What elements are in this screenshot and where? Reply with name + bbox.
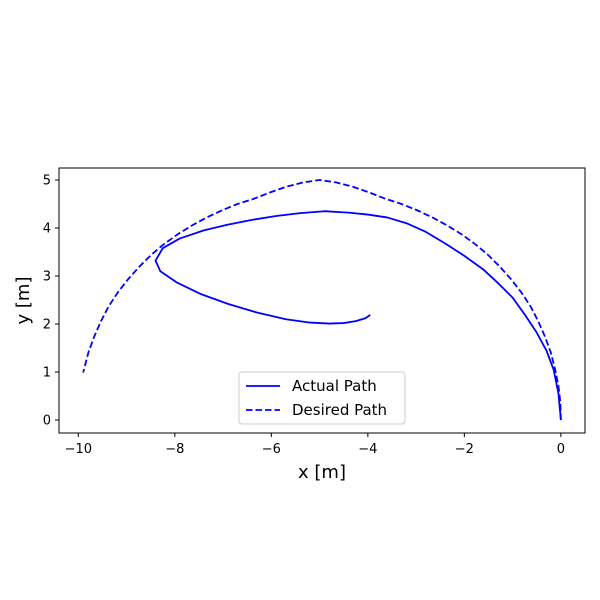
y-axis-label: y [m] [13, 277, 34, 325]
legend-label-actual: Actual Path [292, 377, 377, 395]
x-tick-label: −4 [358, 442, 377, 457]
series-line-desired [82, 179, 562, 421]
x-axis-ticks: −10 −8 −6 −4 −2 0 [65, 433, 565, 457]
y-tick-label: 2 [43, 318, 51, 333]
legend-label-desired: Desired Path [292, 401, 387, 419]
plot-frame [58, 167, 586, 434]
y-tick-label: 5 [43, 174, 51, 189]
y-tick-label: 1 [43, 366, 51, 381]
legend: Actual Path Desired Path [238, 371, 406, 425]
legend-box [238, 371, 406, 425]
y-tick-label: 0 [43, 414, 51, 429]
y-tick-label: 4 [43, 222, 51, 237]
x-tick-label: −8 [165, 442, 184, 457]
x-tick-label: −2 [455, 442, 474, 457]
series-line-actual [154, 210, 562, 421]
x-tick-label: −10 [65, 442, 92, 457]
plot-layer [82, 179, 562, 421]
x-axis-label: x [m] [298, 462, 346, 483]
x-tick-label: 0 [557, 442, 565, 457]
y-axis-ticks: 0 1 2 3 4 5 [43, 174, 59, 429]
y-tick-label: 3 [43, 270, 51, 285]
x-tick-label: −6 [262, 442, 281, 457]
